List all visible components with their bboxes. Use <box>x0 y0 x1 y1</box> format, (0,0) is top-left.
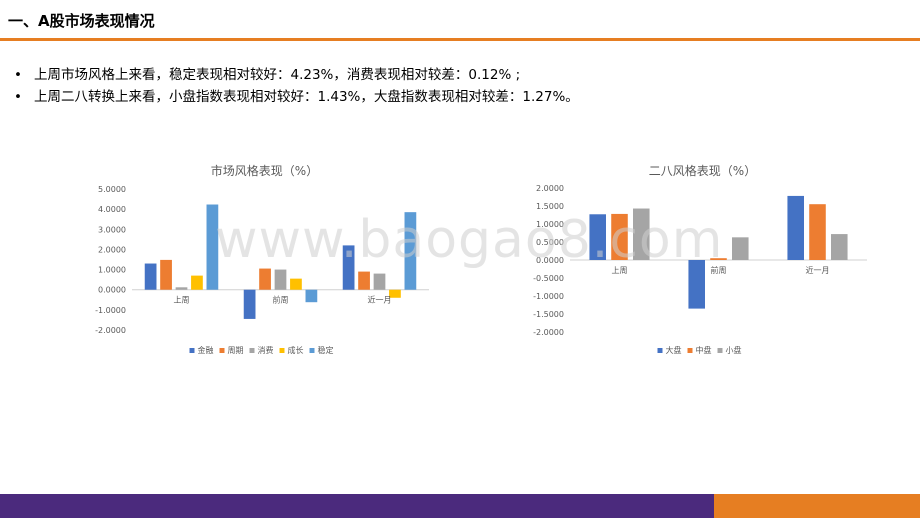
bar-稳定 <box>206 204 219 290</box>
market-style-chart: 市场风格表现（%） -2.0000 -1.0000 0.0000 1.0000 2.000… <box>92 155 437 365</box>
y-tick-label: 5.0000 <box>98 185 126 194</box>
bar-稳定 <box>404 212 417 290</box>
bar-金融 <box>144 263 157 290</box>
bar-大盘 <box>787 195 804 260</box>
y-tick-label: 1.5000 <box>536 202 564 211</box>
bar-成长 <box>191 275 203 290</box>
legend-swatch <box>249 348 255 353</box>
legend-swatch <box>219 348 225 353</box>
legend-label: 中盘 <box>696 345 712 355</box>
bullet-item: • 上周二八转换上来看，小盘指数表现相对较好：1.43%，大盘指数表现相对较差：… <box>14 86 579 108</box>
bar-金融 <box>243 289 256 319</box>
chart-title: 市场风格表现（%） <box>211 163 318 178</box>
page-title: 一、A股市场表现情况 <box>8 12 155 30</box>
size-style-chart: 二八风格表现（%） -2.0000 -1.5000 -1.0000 -0.5000 0.0… <box>530 155 875 365</box>
bar-金融 <box>342 245 355 290</box>
y-tick-label: 3.0000 <box>98 225 126 234</box>
bullet-text: 上周市场风格上来看，稳定表现相对较好：4.23%，消费表现相对较差：0.12% … <box>34 67 521 83</box>
y-tick-label: 0.0000 <box>536 256 564 265</box>
bar-小盘 <box>732 237 749 260</box>
bar-消费 <box>373 273 386 290</box>
bullet-symbol: • <box>14 89 22 105</box>
bar-稳定 <box>305 289 318 303</box>
y-tick-label: 2.0000 <box>98 245 126 254</box>
x-tick-label: 上周 <box>174 296 190 305</box>
bar-大盘 <box>589 214 606 260</box>
bar-周期 <box>259 268 271 290</box>
bar-消费 <box>274 269 287 290</box>
bar-成长 <box>389 289 401 298</box>
bar-中盘 <box>809 204 826 260</box>
legend-label: 小盘 <box>726 345 742 355</box>
y-tick-label: 2.0000 <box>536 184 564 193</box>
y-tick-label: 0.0000 <box>98 286 126 295</box>
x-tick-label: 近一月 <box>806 265 830 275</box>
bar-小盘 <box>831 234 848 260</box>
bar-中盘 <box>710 258 727 260</box>
y-tick-label: 1.0000 <box>536 220 564 229</box>
legend-swatch <box>279 348 285 353</box>
bar-周期 <box>358 271 370 290</box>
legend-label: 消费 <box>258 345 274 355</box>
y-tick-label: -1.0000 <box>95 306 126 315</box>
y-tick-label: 1.0000 <box>98 266 126 275</box>
legend-swatch <box>189 348 195 353</box>
legend-swatch <box>309 348 315 353</box>
x-tick-label: 上周 <box>612 266 628 275</box>
y-tick-label: -1.0000 <box>533 292 564 301</box>
chart-title: 二八风格表现（%） <box>649 163 756 178</box>
y-tick-label: -1.5000 <box>533 310 564 319</box>
legend-label: 金融 <box>198 345 214 355</box>
legend-label: 成长 <box>288 345 304 355</box>
legend-label: 周期 <box>228 346 244 355</box>
bullet-list: • 上周市场风格上来看，稳定表现相对较好：4.23%，消费表现相对较差：0.12… <box>14 64 579 108</box>
bar-周期 <box>160 259 172 290</box>
legend-label: 大盘 <box>666 345 682 355</box>
legend-swatch <box>717 348 723 353</box>
y-tick-label: 4.0000 <box>98 205 126 214</box>
y-tick-label: -2.0000 <box>533 328 564 337</box>
bullet-text: 上周二八转换上来看，小盘指数表现相对较好：1.43%，大盘指数表现相对较差：1.… <box>34 89 579 105</box>
y-tick-label: -2.0000 <box>95 326 126 335</box>
bar-中盘 <box>611 213 628 260</box>
bar-小盘 <box>633 208 650 260</box>
x-tick-label: 前周 <box>273 295 289 305</box>
bar-大盘 <box>688 260 705 309</box>
x-tick-label: 近一月 <box>368 295 392 305</box>
y-tick-label: -0.5000 <box>533 274 564 283</box>
legend-label: 稳定 <box>318 345 334 355</box>
bullet-symbol: • <box>14 67 22 83</box>
size-style-chart-svg: 二八风格表现（%） -2.0000 -1.5000 -1.0000 -0.5000 0.0… <box>533 163 867 355</box>
bar-成长 <box>290 278 302 290</box>
legend-swatch <box>657 348 663 353</box>
footer-bar-orange <box>714 494 920 518</box>
x-tick-label: 前周 <box>711 265 727 275</box>
bullet-item: • 上周市场风格上来看，稳定表现相对较好：4.23%，消费表现相对较差：0.12… <box>14 64 579 86</box>
market-style-chart-svg: 市场风格表现（%） -2.0000 -1.0000 0.0000 1.0000 2.000… <box>95 163 429 355</box>
bar-消费 <box>175 287 188 290</box>
y-tick-label: 0.5000 <box>536 238 564 247</box>
footer-bar-purple <box>0 494 714 518</box>
title-divider <box>0 38 920 41</box>
legend-swatch <box>687 348 693 353</box>
